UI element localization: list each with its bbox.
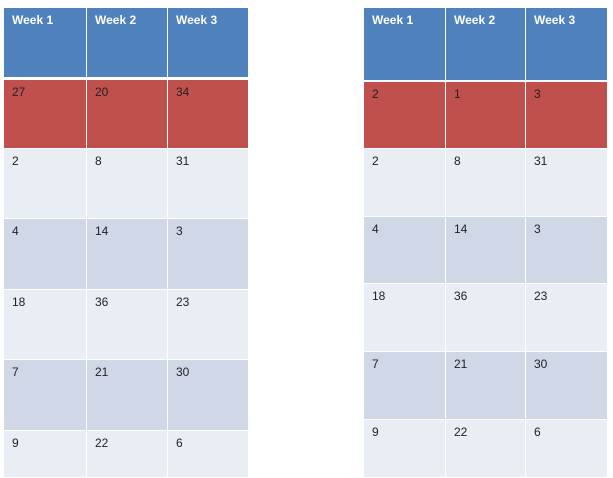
table-cell: 34 bbox=[168, 80, 248, 148]
table-cell: 23 bbox=[526, 284, 607, 351]
table-cell: 2 bbox=[4, 149, 86, 218]
table-cell: Week 2 bbox=[87, 8, 167, 77]
table-cell: 27 bbox=[4, 80, 86, 148]
table-cell: 7 bbox=[4, 360, 86, 430]
table-cell: 21 bbox=[446, 352, 525, 419]
table-cell: Week 3 bbox=[526, 8, 607, 80]
table-cell: 20 bbox=[87, 80, 167, 148]
table-cell: 9 bbox=[364, 420, 445, 477]
table-cell: 3 bbox=[526, 217, 607, 283]
table-cell: 36 bbox=[446, 284, 525, 351]
table-cell: 2 bbox=[364, 82, 445, 148]
table-cell: 22 bbox=[87, 431, 167, 477]
table-cell: 2 bbox=[364, 149, 445, 216]
table-cell: 18 bbox=[4, 290, 86, 359]
table-cell: 3 bbox=[168, 219, 248, 289]
table-cell: 30 bbox=[168, 360, 248, 430]
table-cell: Week 3 bbox=[168, 8, 248, 77]
table-cell: 4 bbox=[4, 219, 86, 289]
table-cell: 23 bbox=[168, 290, 248, 359]
table-cell: 14 bbox=[87, 219, 167, 289]
table: Week 1 Week 2 Week 3 2 1 3 2 8 31 4 14 3 18 36 23 7 21 30… bbox=[364, 8, 607, 478]
table-cell: 30 bbox=[526, 352, 607, 419]
table-cell: 8 bbox=[446, 149, 525, 216]
table-cell: 21 bbox=[87, 360, 167, 430]
table: Week 1 Week 2 Week 3 27 20 34 2 8 31 4 14 3 18 36 23 7 2… bbox=[4, 8, 248, 478]
table-cell: 36 bbox=[87, 290, 167, 359]
table-cell: 4 bbox=[364, 217, 445, 283]
table-cell: Week 2 bbox=[446, 8, 525, 80]
table-cell: 8 bbox=[87, 149, 167, 218]
table-cell: 18 bbox=[364, 284, 445, 351]
table-cell: 9 bbox=[4, 431, 86, 477]
table-cell: 1 bbox=[446, 82, 525, 148]
table-cell: Week 1 bbox=[4, 8, 86, 77]
table-cell: 31 bbox=[168, 149, 248, 218]
table-cell: 7 bbox=[364, 352, 445, 419]
table-cell: 6 bbox=[168, 431, 248, 477]
table-cell: 3 bbox=[526, 82, 607, 148]
table-cell: 31 bbox=[526, 149, 607, 216]
table-cell: 14 bbox=[446, 217, 525, 283]
table-cell: Week 1 bbox=[364, 8, 445, 80]
table-cell: 22 bbox=[446, 420, 525, 477]
table-cell: 6 bbox=[526, 420, 607, 477]
